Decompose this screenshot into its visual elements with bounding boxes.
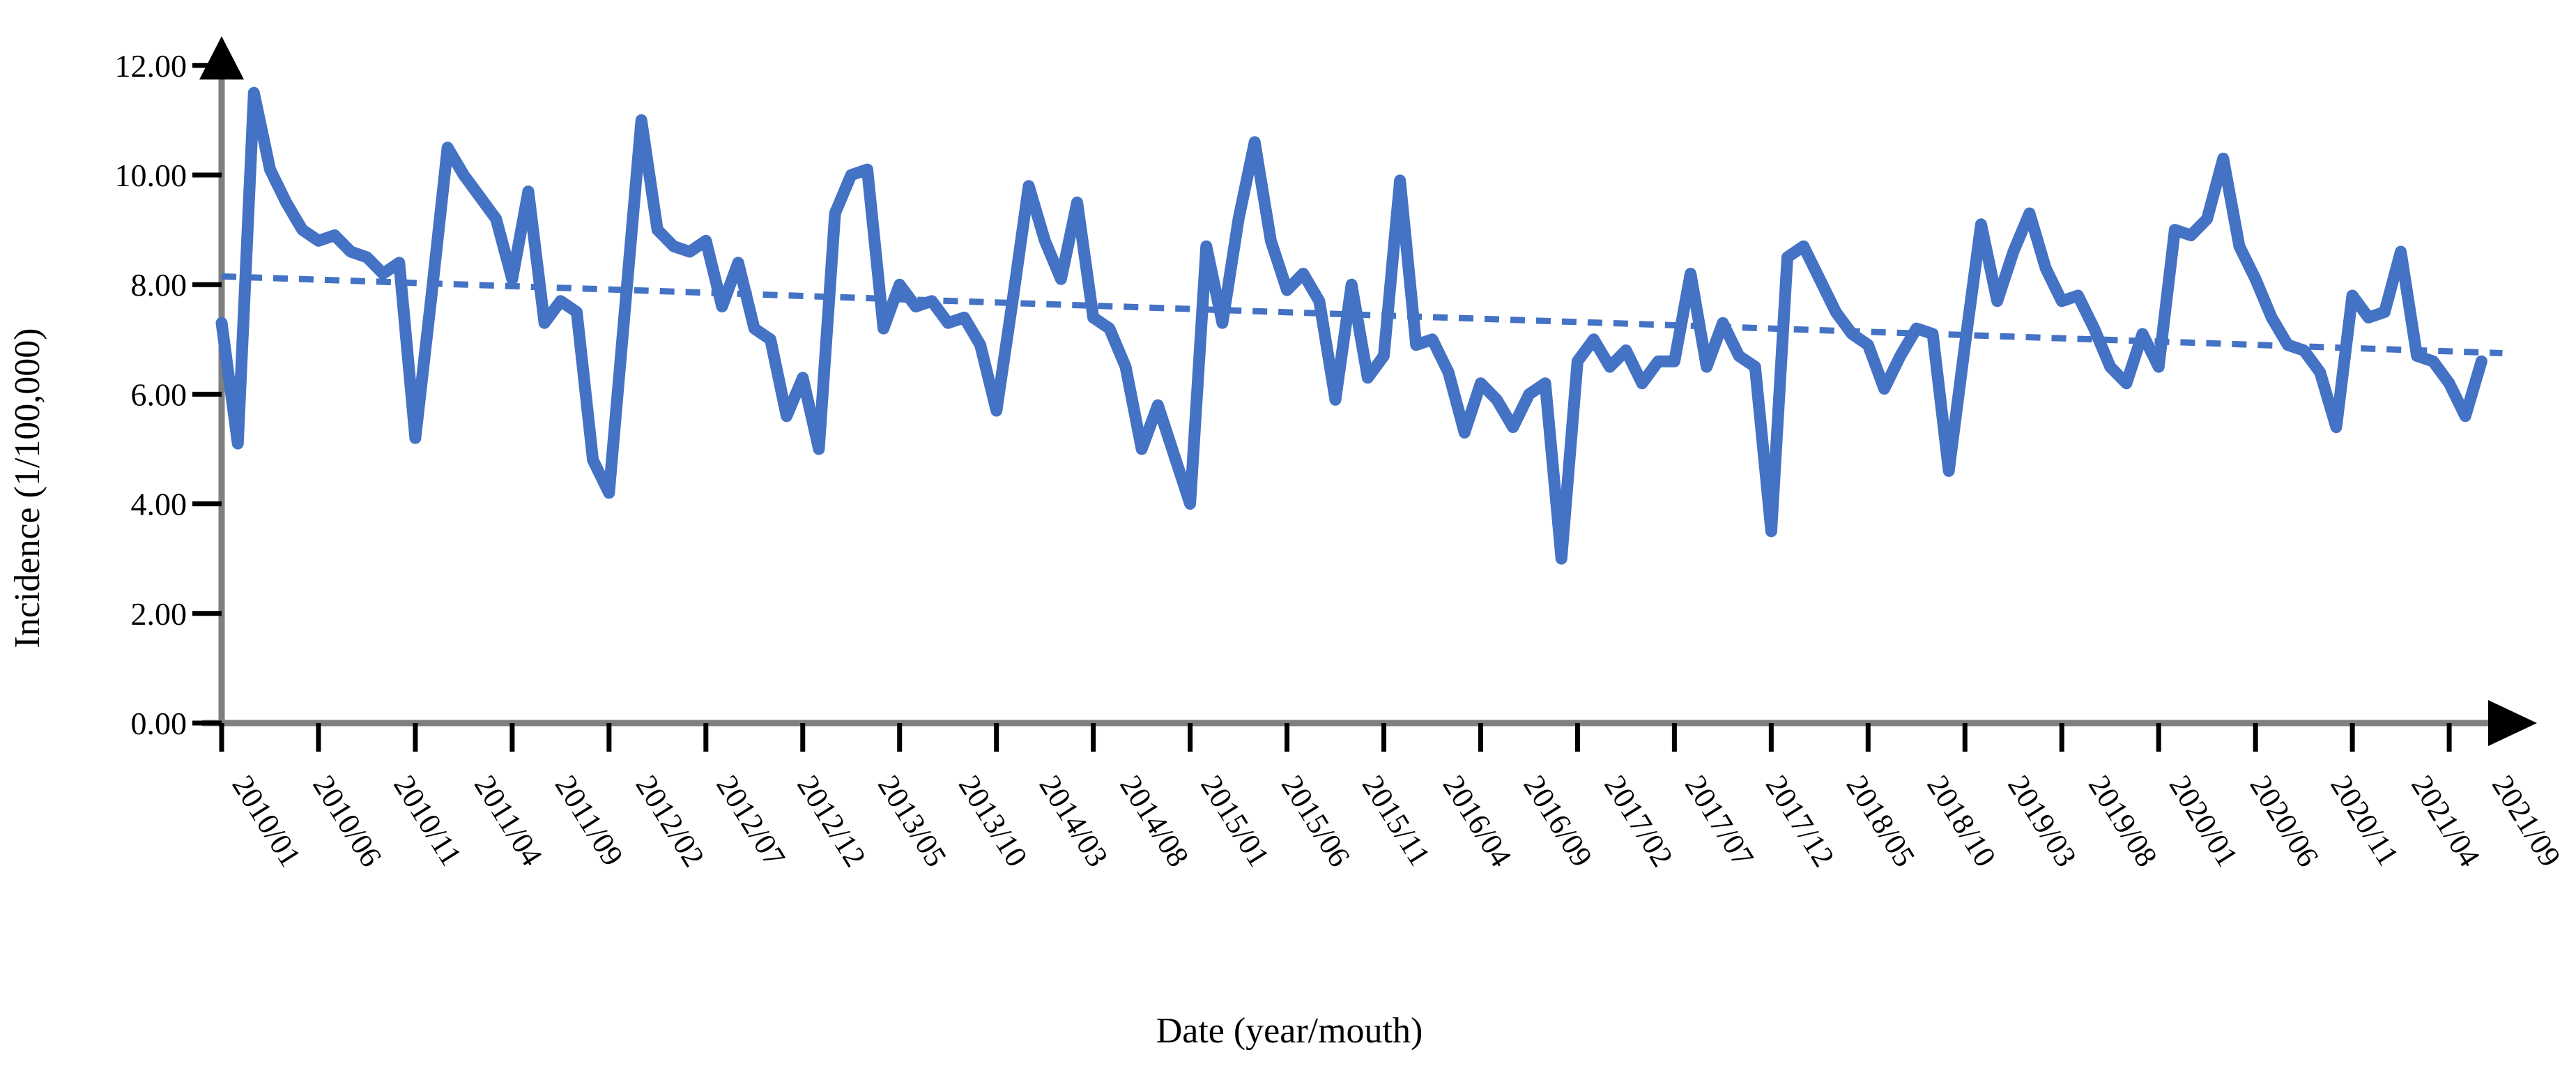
x-axis-ticks bbox=[219, 723, 2452, 752]
x-tick-label: 2017/12 bbox=[1759, 769, 1841, 872]
x-tick-label: 2011/09 bbox=[549, 769, 630, 872]
x-tick-label: 2018/05 bbox=[1840, 769, 1922, 872]
x-tick-label: 2012/02 bbox=[629, 769, 712, 872]
x-tick-label: 2013/05 bbox=[871, 769, 953, 872]
x-tick-label: 2018/10 bbox=[1920, 769, 2002, 872]
x-tick-label: 2017/02 bbox=[1597, 769, 1680, 872]
y-axis-ticks bbox=[192, 63, 222, 726]
y-tick-label: 0.00 bbox=[131, 706, 187, 741]
x-axis-arrow-icon bbox=[2488, 700, 2537, 746]
x-tick-label: 2014/08 bbox=[1113, 769, 1195, 872]
x-tick-label: 2011/04 bbox=[468, 769, 549, 872]
axes bbox=[199, 36, 2537, 746]
y-axis-tick-labels: 0.00 2.00 4.00 6.00 8.00 10.00 12.00 bbox=[115, 48, 187, 741]
x-tick-label: 2020/01 bbox=[2163, 769, 2245, 872]
x-tick-label: 2019/03 bbox=[2001, 769, 2083, 872]
x-tick-label: 2020/06 bbox=[2244, 769, 2326, 872]
x-tick-label: 2020/11 bbox=[2324, 769, 2405, 872]
x-tick-label: 2021/04 bbox=[2405, 769, 2487, 872]
x-tick-label: 2019/08 bbox=[2082, 769, 2164, 872]
y-axis-title: Incidence (1/100,000) bbox=[8, 328, 47, 648]
x-tick-label: 2010/01 bbox=[226, 769, 308, 872]
x-tick-label: 2015/01 bbox=[1194, 769, 1276, 872]
x-tick-label: 2014/03 bbox=[1033, 769, 1115, 872]
x-tick-label: 2010/06 bbox=[306, 769, 388, 872]
x-tick-label: 2016/09 bbox=[1517, 769, 1599, 872]
y-tick-label: 6.00 bbox=[131, 377, 187, 412]
plot-area bbox=[215, 86, 2503, 565]
x-tick-label: 2013/10 bbox=[952, 769, 1034, 872]
x-tick-label: 2017/07 bbox=[1678, 769, 1761, 872]
y-tick-label: 12.00 bbox=[115, 48, 187, 84]
x-tick-label: 2015/11 bbox=[1356, 769, 1437, 872]
y-tick-label: 4.00 bbox=[131, 487, 187, 522]
x-tick-label: 2016/04 bbox=[1436, 769, 1519, 872]
x-tick-label: 2012/12 bbox=[790, 769, 873, 872]
incidence-series-line bbox=[215, 86, 2487, 565]
y-tick-label: 8.00 bbox=[131, 267, 187, 303]
y-tick-label: 10.00 bbox=[115, 158, 187, 193]
y-axis-arrow-icon bbox=[199, 36, 244, 79]
y-tick-label: 2.00 bbox=[131, 596, 187, 632]
x-axis-tick-labels: 2010/012010/062010/112011/042011/092012/… bbox=[226, 769, 2568, 872]
x-axis-title: Date (year/mouth) bbox=[1156, 1011, 1423, 1051]
x-tick-label: 2021/09 bbox=[2485, 769, 2568, 872]
x-tick-label: 2010/11 bbox=[387, 769, 468, 872]
x-tick-label: 2015/06 bbox=[1275, 769, 1357, 872]
x-tick-label: 2012/07 bbox=[710, 769, 792, 872]
